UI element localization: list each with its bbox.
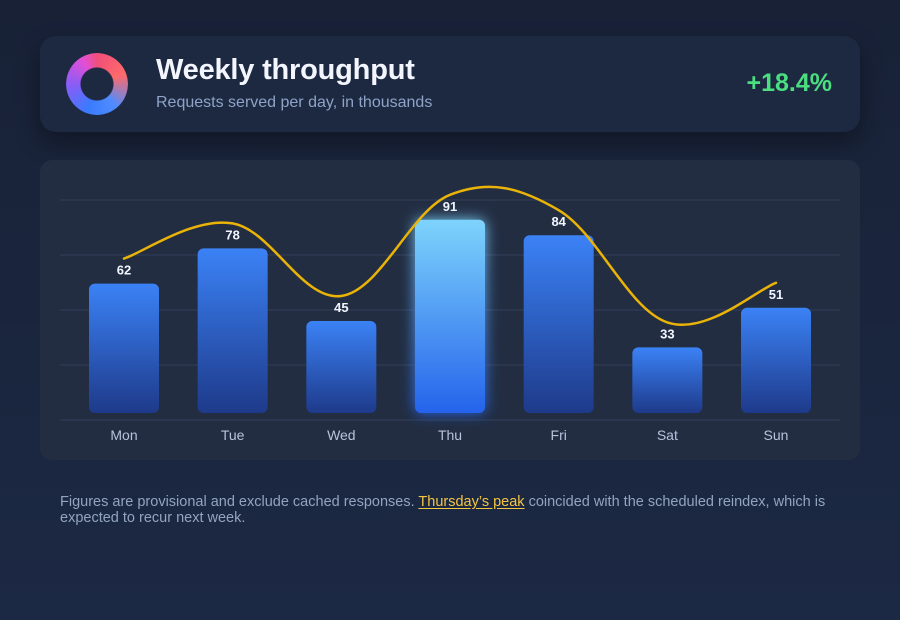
donut-ring-icon [66, 53, 128, 115]
data-label: 33 [660, 326, 674, 341]
data-label: 45 [334, 300, 348, 315]
tick-label: Mon [110, 427, 137, 443]
tick-label: Fri [551, 427, 567, 443]
page-subtitle: Requests served per day, in thousands [156, 94, 433, 111]
footnote: Figures are provisional and exclude cach… [60, 494, 850, 526]
footnote-text-end: coincided with the scheduled reindex, wh… [60, 494, 826, 526]
tick-label: Thu [438, 427, 462, 443]
data-label: 51 [769, 287, 783, 302]
bar-sat [632, 347, 703, 413]
chart-card: 62 78 45 91 84 33 51 Mon Tue Wed Thu Fri Sat Sun [40, 160, 860, 460]
tick-label: Sun [764, 427, 789, 443]
tick-label: Wed [327, 427, 356, 443]
footnote-text: Figures are provisional and exclude cach… [60, 494, 419, 510]
footnote-highlight-link[interactable]: Thursday’s peak [418, 494, 525, 510]
data-label: 62 [117, 263, 131, 278]
data-label: 91 [443, 199, 457, 214]
bar-wed [306, 321, 377, 413]
bar-sun [741, 307, 812, 413]
bar-fri [523, 235, 594, 413]
page-title: Weekly throughput [156, 54, 415, 86]
data-label: 78 [225, 227, 239, 242]
tick-label: Tue [221, 427, 245, 443]
bar-thu [415, 219, 486, 413]
bar-tue [197, 248, 268, 413]
change-percentage: +18.4% [746, 69, 833, 97]
bar-chart: 62 78 45 91 84 33 51 Mon Tue Wed Thu Fri Sat Sun [60, 185, 840, 443]
bar-mon [89, 283, 159, 413]
tick-label: Sat [657, 427, 678, 443]
header-card: Weekly throughput Requests served per da… [40, 36, 860, 132]
data-label: 84 [551, 214, 566, 229]
trend-line [122, 185, 778, 326]
